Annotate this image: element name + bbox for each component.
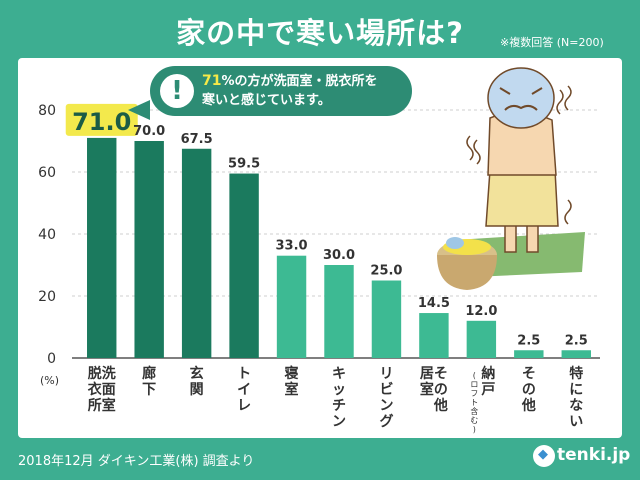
bar <box>514 350 544 358</box>
callout-text: 71%の方が洗面室・脱衣所を 寒いと感じています。 <box>202 72 407 110</box>
logo-text: tenki.jp <box>557 445 631 465</box>
y-tick-label: 60 <box>38 165 56 181</box>
y-tick-label: 20 <box>38 289 56 305</box>
category-label: 玄関 <box>190 365 204 398</box>
bars <box>87 137 591 358</box>
category-label: その他 <box>521 366 536 414</box>
value-labels: 71.0 70.0 67.5 59.5 33.0 30.0 25.0 14.5 12.0 2.5 2… <box>65 103 588 348</box>
category-label: 脱衣所 <box>88 365 103 414</box>
category-label: キッチン <box>332 366 346 430</box>
chart-title: 家の中で寒い場所は? <box>176 16 464 50</box>
value-label: 2.5 <box>517 333 540 348</box>
bar <box>466 320 497 358</box>
value-label: 14.5 <box>418 296 450 311</box>
callout-line1: %の方が洗面室・脱衣所を <box>221 74 378 89</box>
bar <box>419 313 449 358</box>
bar <box>561 350 591 358</box>
value-label: 12.0 <box>465 304 497 319</box>
sample-note: ※複数回答 (N=200) <box>500 36 604 49</box>
y-tick-label: 40 <box>38 227 56 243</box>
highlight-value-background <box>65 103 138 136</box>
tenki-logo[interactable]: ◆ tenki.jp <box>533 441 631 471</box>
bar <box>371 280 402 358</box>
value-label: 33.0 <box>276 239 308 254</box>
source-footer: 2018年12月 ダイキン工業(株) 調査より <box>18 454 255 469</box>
category-label: 特にない <box>569 365 583 430</box>
value-label: 2.5 <box>565 333 588 348</box>
exclamation-icon: ! <box>160 74 194 108</box>
y-tick-label: 0 <box>47 351 56 367</box>
callout-line2: 寒いと感じています。 <box>202 93 331 108</box>
category-label: 廊下 <box>142 365 156 398</box>
bar <box>276 255 307 358</box>
callout-highlight: 71 <box>202 73 222 89</box>
y-unit-label: (%) <box>40 374 59 387</box>
category-label: リビング <box>379 366 393 430</box>
category-label: 寝室 <box>285 365 299 398</box>
shivering-person-bath-icon <box>437 67 585 290</box>
category-label: (ロフト含む) <box>470 371 478 434</box>
bar <box>324 265 354 358</box>
value-label: 30.0 <box>323 248 355 263</box>
value-label: 70.0 <box>133 124 165 139</box>
bar <box>229 173 259 358</box>
category-label: トイレ <box>237 366 251 414</box>
callout-tail <box>128 100 150 120</box>
bar <box>134 141 164 358</box>
value-label: 71.0 <box>72 108 131 136</box>
y-axis-ticks: 0 20 40 60 80 <box>38 103 56 367</box>
bar <box>87 137 117 358</box>
category-labels: 洗面室脱衣所廊下玄関トイレ寝室キッチンリビングその他居室納戸(ロフト含む)その他… <box>88 365 584 434</box>
category-label: 洗面室 <box>102 365 116 414</box>
value-label: 59.5 <box>228 157 260 172</box>
category-label: その他 <box>433 366 448 414</box>
cloud-icon: ◆ <box>533 445 555 467</box>
category-label: 納戸 <box>481 365 495 398</box>
value-label: 67.5 <box>181 132 213 147</box>
category-label: 居室 <box>420 366 434 398</box>
callout-bubble: ! 71%の方が洗面室・脱衣所を 寒いと感じています。 <box>150 66 412 116</box>
y-tick-label: 80 <box>38 103 56 119</box>
value-label: 25.0 <box>370 264 402 279</box>
bar <box>181 148 212 358</box>
